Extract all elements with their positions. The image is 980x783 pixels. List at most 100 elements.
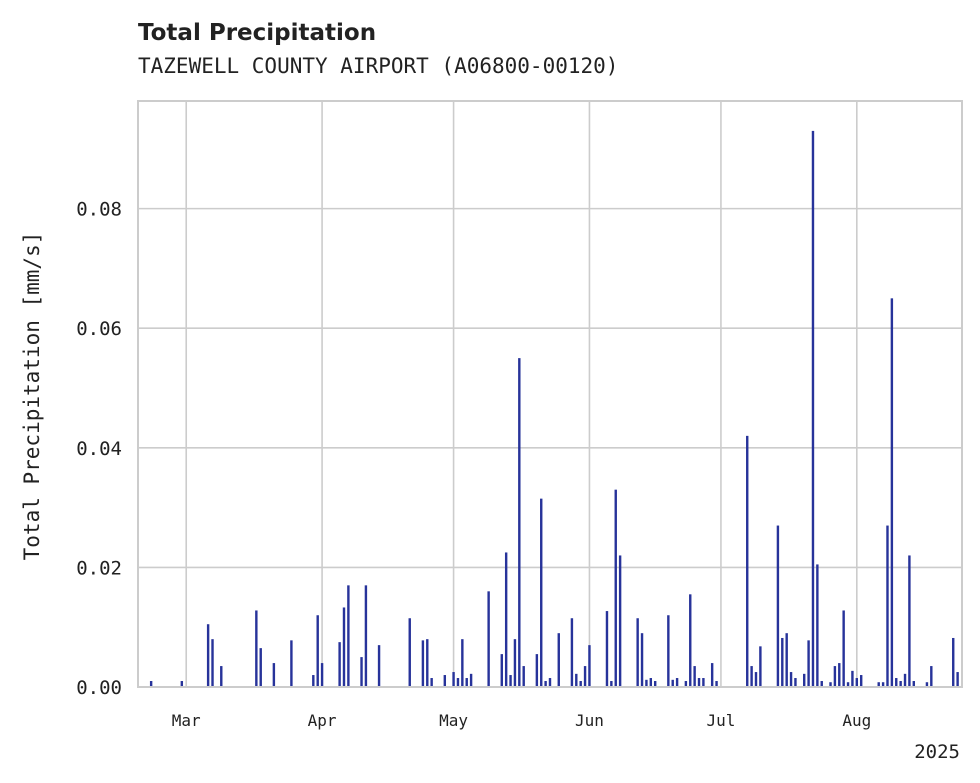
- precip-bar: [952, 637, 955, 687]
- precip-bar: [838, 663, 841, 687]
- precip-bar: [347, 585, 350, 687]
- precip-bar: [693, 666, 696, 687]
- x-tick-label: Jun: [575, 711, 604, 730]
- precip-bar: [544, 681, 547, 687]
- precip-bar: [649, 678, 653, 687]
- grid-lines: [138, 101, 962, 687]
- precip-bar: [881, 682, 885, 687]
- precip-bar: [930, 666, 933, 687]
- precip-bar: [487, 591, 490, 687]
- precip-bar: [645, 679, 648, 687]
- precip-bar: [290, 640, 293, 687]
- precip-bar: [710, 663, 714, 687]
- precip-bar: [912, 681, 915, 687]
- precip-bar: [908, 555, 911, 687]
- precip-bar: [833, 666, 837, 687]
- precip-bar: [504, 552, 508, 687]
- precip-bar: [702, 678, 705, 687]
- precip-bar: [675, 678, 679, 687]
- plot-frame: [137, 100, 963, 688]
- precip-bar: [465, 678, 468, 687]
- precip-bar: [807, 640, 810, 687]
- precip-bar: [557, 633, 560, 687]
- precip-bar: [338, 642, 341, 687]
- x-tick-label: Aug: [842, 711, 871, 730]
- y-tick-labels: 0.00 0.02 0.04 0.06 0.08: [76, 199, 122, 699]
- precip-bar: [583, 666, 587, 687]
- precip-bar: [575, 673, 578, 687]
- precip-bar: [785, 633, 788, 687]
- precip-bar: [846, 682, 850, 687]
- precip-bar: [452, 672, 455, 687]
- precip-bar: [614, 489, 617, 687]
- y-axis-label: Total Precipitation [mm/s]: [20, 232, 44, 561]
- precip-bar: [540, 498, 543, 687]
- precip-bar: [461, 639, 464, 687]
- precip-bar: [754, 672, 758, 687]
- precip-bar: [890, 298, 894, 687]
- x-tick-label: Apr: [308, 711, 337, 730]
- precip-bar: [360, 657, 363, 687]
- y-tick-label: 0.00: [76, 677, 122, 699]
- precip-bar: [851, 670, 854, 687]
- precip-bar: [789, 672, 793, 687]
- precip-bar: [430, 678, 433, 687]
- y-tick-label: 0.06: [76, 318, 122, 340]
- precip-bar: [509, 675, 512, 687]
- precip-bar: [640, 633, 644, 687]
- precip-bar: [548, 678, 552, 687]
- x-tick-label: Mar: [172, 711, 201, 730]
- precip-bar: [220, 666, 223, 687]
- precip-bar: [518, 358, 521, 687]
- precip-bar: [255, 610, 258, 687]
- precip-bar: [320, 663, 324, 687]
- precip-bar: [421, 640, 425, 687]
- precip-bar: [588, 645, 591, 687]
- precip-bar: [899, 681, 902, 687]
- precip-bar: [316, 615, 319, 687]
- precip-bar: [522, 666, 525, 687]
- precip-bar: [855, 678, 859, 687]
- bar-series: [149, 130, 959, 687]
- precip-bar: [956, 672, 959, 687]
- precip-bar: [570, 618, 574, 687]
- y-tick-label: 0.04: [76, 438, 122, 460]
- precip-bar: [605, 611, 609, 687]
- precip-bar: [456, 678, 460, 687]
- precip-bar: [535, 654, 539, 687]
- precip-bar: [618, 555, 622, 687]
- precip-bar: [816, 564, 819, 687]
- precip-bar: [759, 646, 762, 687]
- precip-bar: [689, 594, 692, 687]
- precip-bar: [697, 678, 701, 687]
- precip-bar: [877, 682, 880, 687]
- precip-bar: [443, 675, 447, 687]
- precip-bar: [903, 673, 907, 687]
- x-tick-label: May: [439, 711, 468, 730]
- precip-bar: [149, 681, 153, 687]
- precip-bar: [776, 525, 780, 687]
- precip-bar: [206, 624, 210, 687]
- year-label: 2025: [914, 741, 960, 763]
- precip-bar: [426, 639, 429, 687]
- precip-bar: [377, 645, 381, 687]
- precip-bar: [684, 681, 688, 687]
- precip-bar: [579, 681, 582, 687]
- y-tick-label: 0.02: [76, 557, 122, 579]
- precip-bar: [513, 639, 517, 687]
- precip-bar: [610, 681, 613, 687]
- x-tick-label: Jul: [706, 711, 735, 730]
- precip-bar: [408, 618, 411, 687]
- precip-bar: [272, 663, 276, 687]
- precip-bar: [636, 618, 639, 687]
- precip-bar: [667, 615, 670, 687]
- precip-bar: [342, 607, 346, 687]
- precip-bar: [859, 675, 863, 687]
- precip-bar: [469, 673, 473, 687]
- y-tick-label: 0.08: [76, 199, 122, 221]
- precip-bar: [259, 648, 262, 687]
- precip-bar: [803, 673, 806, 687]
- precip-bar: [895, 678, 898, 687]
- precip-bar: [794, 678, 797, 687]
